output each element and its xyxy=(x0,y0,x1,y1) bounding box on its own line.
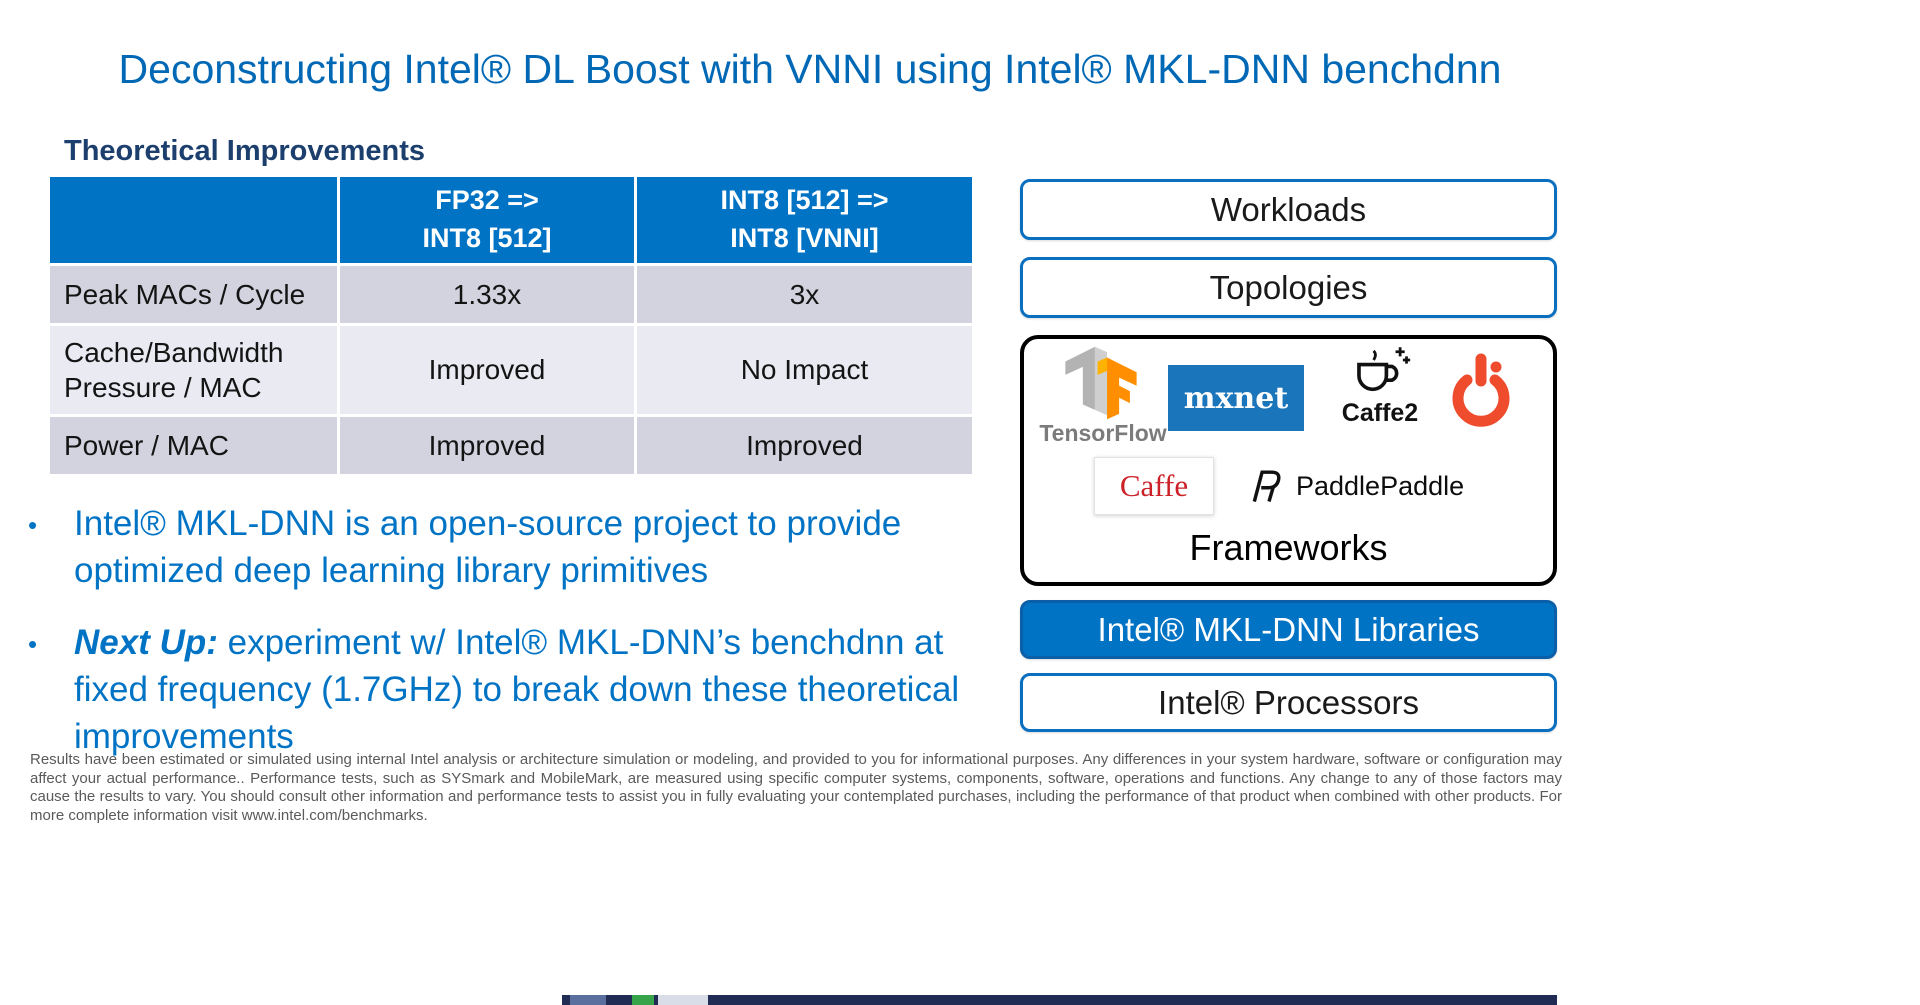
bottom-bar-segment xyxy=(570,995,606,1005)
legal-disclaimer: Results have been estimated or simulated… xyxy=(30,751,1562,824)
tensorflow-label: TensorFlow xyxy=(1039,420,1167,446)
table-cell-peak-macs-vnni: 3x xyxy=(637,266,972,323)
intel-processors-box: Intel® Processors xyxy=(1020,673,1557,732)
bullet-marker: • xyxy=(28,628,38,659)
workloads-label: Workloads xyxy=(1210,190,1367,228)
table-cell-power-fp32: Improved xyxy=(340,417,634,474)
table-row-label-peak-macs: Peak MACs / Cycle xyxy=(50,266,337,323)
topologies-box: Topologies xyxy=(1020,257,1557,318)
caffe-label: Caffe xyxy=(1119,468,1189,503)
bullet-text: Intel® MKL-DNN is an open-source project… xyxy=(74,500,978,595)
table-row-label-power: Power / MAC xyxy=(50,417,337,474)
theoretical-improvements-table: FP32 => INT8 [512] INT8 [512] => INT8 [V… xyxy=(50,177,972,474)
table-cell-cache-vnni: No Impact xyxy=(637,326,972,414)
pytorch-logo xyxy=(1436,347,1532,447)
paddlepaddle-icon xyxy=(1252,470,1281,503)
caffe-logo: Caffe xyxy=(1094,457,1214,515)
mxnet-label: mxnet xyxy=(1183,380,1289,416)
mkldnn-libraries-box: Intel® MKL-DNN Libraries xyxy=(1020,600,1557,659)
table-cell-power-vnni: Improved xyxy=(637,417,972,474)
frameworks-label: Frameworks xyxy=(1189,527,1388,568)
table-cell-cache-fp32: Improved xyxy=(340,326,634,414)
table-row-label-cache-bandwidth: Cache/Bandwidth Pressure / MAC xyxy=(50,326,337,414)
table-corner-cell xyxy=(50,177,337,263)
mxnet-logo: mxnet xyxy=(1168,365,1304,431)
bottom-bar-segment xyxy=(632,995,654,1005)
table-header-fp32-to-int8: FP32 => INT8 [512] xyxy=(340,177,634,263)
bottom-bar-segment xyxy=(658,995,708,1005)
pytorch-flame-icon xyxy=(1452,353,1510,427)
intel-processors-label: Intel® Processors xyxy=(1158,683,1419,721)
caffe2-logo: Caffe2 xyxy=(1324,345,1436,428)
workloads-box: Workloads xyxy=(1020,179,1557,240)
frameworks-box: TensorFlow mxnet Caffe2 Caffe xyxy=(1020,335,1557,586)
bullet-marker: • xyxy=(28,510,38,540)
bullet-body: experiment w/ Intel® MKL-DNN’s benchdnn … xyxy=(74,622,960,757)
bullet-body: Intel® MKL-DNN is an open-source project… xyxy=(74,504,902,591)
topologies-label: Topologies xyxy=(1209,268,1368,306)
paddlepaddle-logo: PaddlePaddle xyxy=(1250,467,1464,505)
bullet-text: Next Up: experiment w/ Intel® MKL-DNN’s … xyxy=(74,619,978,761)
coffee-cup-icon xyxy=(1357,347,1411,392)
mkldnn-libraries-label: Intel® MKL-DNN Libraries xyxy=(1097,610,1480,648)
paddlepaddle-label: PaddlePaddle xyxy=(1296,470,1465,501)
slide-title: Deconstructing Intel® DL Boost with VNNI… xyxy=(118,46,1502,92)
tensorflow-icon xyxy=(1065,346,1137,420)
bullet-mkldnn-open-source: • Intel® MKL-DNN is an open-source proje… xyxy=(28,500,978,595)
bullet-lead: Next Up: xyxy=(74,622,218,662)
table-cell-peak-macs-fp32: 1.33x xyxy=(340,266,634,323)
caffe2-label: Caffe2 xyxy=(1341,399,1419,427)
section-heading: Theoretical Improvements xyxy=(64,135,425,167)
table-header-int8-to-vnni: INT8 [512] => INT8 [VNNI] xyxy=(637,177,972,263)
tensorflow-logo: TensorFlow xyxy=(1038,344,1168,447)
bottom-bar xyxy=(562,995,1557,1005)
bullet-next-up: • Next Up: experiment w/ Intel® MKL-DNN’… xyxy=(28,619,978,761)
bullet-list: • Intel® MKL-DNN is an open-source proje… xyxy=(28,500,978,784)
